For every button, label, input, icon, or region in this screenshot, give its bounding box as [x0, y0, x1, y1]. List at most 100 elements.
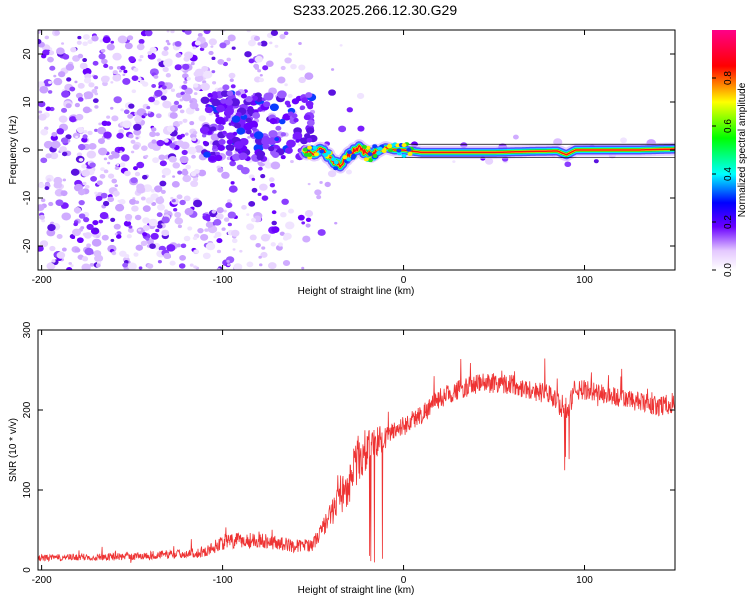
noise-blob	[156, 212, 163, 218]
noise-blob	[222, 84, 230, 91]
spectrogram-y-ticks: -20 -10 0 10 20	[22, 48, 675, 253]
noise-blob	[101, 120, 109, 127]
noise-blob	[258, 166, 263, 171]
noise-blob	[53, 181, 63, 189]
noise-blob	[187, 226, 193, 231]
noise-blob	[83, 144, 91, 150]
noise-blob	[124, 213, 133, 220]
noise-blob	[94, 86, 99, 90]
noise-blob	[216, 249, 221, 254]
noise-blob	[87, 39, 93, 44]
signal-blob	[204, 106, 213, 114]
ridge-spot	[342, 155, 348, 160]
signal-blob	[277, 90, 287, 99]
noise-blob	[307, 182, 311, 186]
noise-blob	[166, 125, 175, 133]
noise-blob	[126, 234, 132, 239]
signal-blob	[256, 154, 264, 161]
noise-blob	[120, 65, 126, 71]
noise-blob	[258, 77, 265, 83]
noise-blob	[314, 189, 322, 196]
noise-blob	[123, 170, 131, 177]
noise-blob	[144, 154, 149, 158]
noise-blob	[174, 211, 182, 218]
noise-blob	[127, 262, 137, 270]
signal-blob	[269, 118, 278, 125]
signal-blob	[238, 152, 248, 160]
noise-blob	[161, 216, 170, 224]
noise-blob	[233, 263, 243, 270]
noise-blob	[152, 157, 160, 164]
noise-blob	[41, 219, 46, 223]
signal-blob	[232, 131, 238, 136]
noise-blob	[194, 145, 204, 153]
ridge-spot	[377, 146, 383, 151]
ridge-spot	[307, 145, 313, 150]
noise-blob	[79, 62, 88, 70]
noise-blob	[161, 50, 169, 57]
spectrogram-x-ticks: -200 -100 0 100	[32, 30, 593, 286]
noise-blob	[99, 173, 106, 179]
signal-blob	[231, 115, 241, 123]
noise-blob	[117, 35, 128, 44]
noise-blob	[58, 115, 68, 123]
noise-blob	[69, 86, 76, 92]
noise-blob	[270, 161, 281, 170]
noise-blob	[110, 40, 115, 44]
noise-blob	[38, 38, 42, 45]
noise-blob	[131, 75, 139, 81]
noise-blob	[452, 160, 456, 164]
noise-blob	[83, 77, 92, 84]
noise-blob	[70, 47, 77, 53]
spectrogram-y-tick-label: 0	[22, 147, 33, 153]
noise-blob	[173, 100, 179, 105]
noise-blob	[131, 205, 139, 212]
noise-blob	[92, 98, 99, 104]
noise-blob	[177, 104, 183, 109]
noise-blob	[160, 189, 166, 194]
signal-blob	[220, 90, 230, 98]
noise-blob	[254, 55, 263, 63]
noise-blob	[114, 232, 118, 236]
noise-blob	[189, 102, 199, 110]
noise-blob	[216, 124, 225, 131]
noise-blob	[123, 220, 132, 227]
noise-blob	[41, 54, 47, 59]
noise-blob	[102, 36, 111, 44]
noise-blob	[212, 81, 217, 85]
signal-blob	[269, 103, 279, 112]
spectrogram-x-tick-label: 100	[576, 275, 593, 286]
noise-blob	[192, 130, 198, 135]
noise-blob	[110, 151, 116, 156]
noise-blob	[39, 85, 49, 94]
noise-blob	[62, 178, 67, 182]
noise-blob	[153, 185, 163, 193]
noise-blob	[277, 242, 284, 247]
noise-blob	[179, 199, 186, 206]
noise-blob	[226, 199, 232, 204]
noise-blob	[217, 167, 224, 173]
noise-blob	[119, 250, 127, 257]
noise-blob	[89, 162, 96, 168]
ridge-spot	[407, 152, 413, 157]
noise-blob	[116, 234, 122, 239]
spectrogram-y-axis-label: Frequency (Hz)	[8, 116, 19, 185]
noise-blob	[136, 183, 145, 191]
noise-blob	[165, 73, 171, 78]
noise-blob	[260, 251, 268, 258]
signal-blob	[233, 122, 241, 129]
noise-blob	[77, 143, 86, 151]
noise-blob	[81, 263, 91, 270]
noise-blob	[113, 96, 122, 104]
noise-blob	[226, 259, 230, 263]
noise-blob	[193, 265, 197, 269]
noise-blob	[227, 211, 237, 219]
noise-blob	[208, 50, 214, 56]
noise-blob	[259, 263, 263, 267]
noise-blob	[38, 110, 43, 114]
noise-blob	[61, 107, 68, 113]
signal-blob	[306, 127, 315, 134]
noise-blob	[53, 77, 63, 86]
noise-blob	[202, 70, 213, 79]
signal-blob	[263, 92, 274, 101]
